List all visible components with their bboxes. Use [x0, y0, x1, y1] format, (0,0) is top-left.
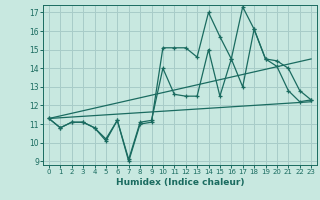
- X-axis label: Humidex (Indice chaleur): Humidex (Indice chaleur): [116, 178, 244, 187]
